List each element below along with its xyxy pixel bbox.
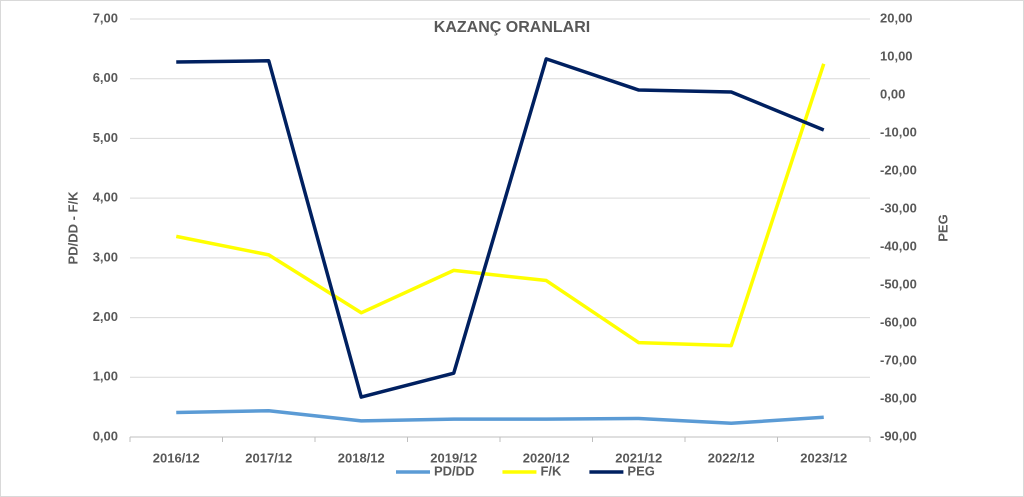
y2-tick-label: -20,00 <box>880 162 917 177</box>
x-tick-label: 2020/12 <box>523 450 570 465</box>
series-line <box>176 57 825 399</box>
y-tick-label: 7,00 <box>93 10 118 25</box>
series-line <box>175 63 826 348</box>
y2-axis-title: PEG <box>935 214 950 241</box>
y-tick-label: 6,00 <box>93 70 118 85</box>
series-line <box>176 408 824 426</box>
legend-label: F/K <box>540 463 562 478</box>
y2-tick-label: 20,00 <box>880 10 913 25</box>
y2-tick-label: -30,00 <box>880 200 917 215</box>
x-tick-label: 2016/12 <box>153 450 200 465</box>
y2-tick-label: 10,00 <box>880 48 913 63</box>
y2-tick-label: -50,00 <box>880 276 917 291</box>
x-tick-label: 2021/12 <box>615 450 662 465</box>
legend-label: PEG <box>627 463 654 478</box>
y2-tick-label: -90,00 <box>880 428 917 443</box>
chart-title: KAZANÇ ORANLARI <box>434 19 590 36</box>
y2-tick-label: -80,00 <box>880 390 917 405</box>
y-tick-label: 1,00 <box>93 369 118 384</box>
x-tick-label: 2022/12 <box>708 450 755 465</box>
y2-tick-label: -40,00 <box>880 238 917 253</box>
y-tick-label: 2,00 <box>93 309 118 324</box>
y-tick-label: 4,00 <box>93 190 118 205</box>
x-tick-label: 2023/12 <box>800 450 847 465</box>
y-tick-label: 3,00 <box>93 249 118 264</box>
y-tick-label: 5,00 <box>93 130 118 145</box>
y-axis-title: PD/DD - F/K <box>65 191 80 265</box>
legend-label: PD/DD <box>434 463 474 478</box>
y2-tick-label: -10,00 <box>880 124 917 139</box>
y-tick-label: 0,00 <box>93 428 118 443</box>
y2-tick-label: -70,00 <box>880 352 917 367</box>
y2-tick-label: 0,00 <box>880 86 905 101</box>
x-tick-label: 2018/12 <box>338 450 385 465</box>
x-tick-label: 2019/12 <box>430 450 477 465</box>
y2-tick-label: -60,00 <box>880 314 917 329</box>
x-tick-label: 2017/12 <box>245 450 292 465</box>
